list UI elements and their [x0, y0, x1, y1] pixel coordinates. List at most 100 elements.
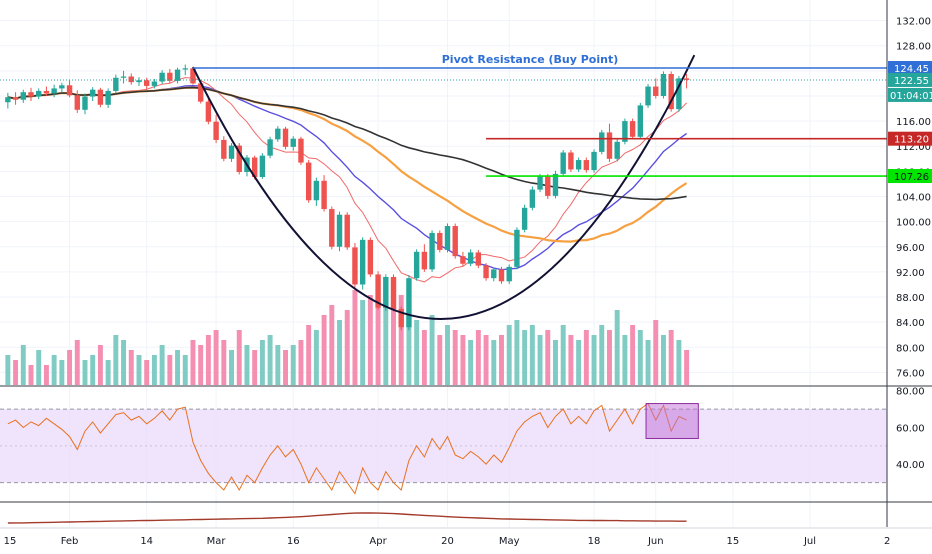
volume-bar: [637, 330, 643, 385]
candle-body: [267, 139, 273, 156]
volume-bar: [591, 335, 597, 385]
volume-bar: [151, 355, 157, 385]
candle-body: [128, 76, 134, 83]
countdown-tag: 01:04:01: [890, 91, 932, 102]
candle-body: [491, 269, 497, 279]
volume-bar: [537, 335, 543, 385]
volume-bar: [97, 345, 103, 385]
candle-body: [113, 77, 119, 91]
candle-body: [282, 128, 289, 147]
candle-body: [452, 226, 458, 257]
candle-body: [197, 83, 204, 102]
candle-body: [228, 145, 235, 159]
time-tick-label: 20: [441, 536, 454, 547]
candle-body: [545, 176, 551, 196]
candle-body: [336, 214, 343, 247]
rsi-band: [0, 409, 887, 483]
candle-body: [537, 176, 543, 190]
candle-body: [467, 252, 474, 264]
volume-bar: [236, 330, 242, 385]
volume-bar: [483, 335, 489, 385]
candle-body: [390, 276, 397, 309]
green-level-tag: 107.26: [894, 172, 929, 183]
volume-bar: [406, 310, 412, 385]
candle-body: [236, 145, 242, 172]
price-tick-label: 76.00: [896, 368, 925, 379]
candle-body: [668, 73, 674, 110]
volume-bar: [283, 350, 288, 385]
time-tick-label: 15: [727, 536, 740, 547]
volume-bar: [229, 350, 235, 385]
candle-body: [97, 89, 104, 105]
volume-bar: [190, 340, 196, 385]
candle-body: [205, 101, 212, 122]
volume-bar: [244, 345, 250, 385]
rsi-line: [7, 402, 687, 495]
candle-body: [159, 72, 165, 82]
candle-body: [329, 209, 335, 247]
candle-body: [344, 214, 350, 248]
volume-bar: [252, 350, 258, 385]
time-tick-label: Mar: [207, 536, 227, 547]
volume-bar: [313, 330, 319, 385]
price-tick-label: 100.00: [896, 218, 931, 229]
rsi-highlight-box: [645, 403, 699, 439]
volume-bar: [167, 355, 173, 385]
volume-bar: [221, 340, 227, 385]
candle-body: [321, 180, 327, 210]
volume-bar: [583, 330, 589, 385]
price-tick-label: 80.00: [896, 343, 925, 354]
candle-body: [506, 266, 512, 282]
price-tick-label: 128.00: [896, 42, 931, 53]
moving-average-line: [7, 86, 687, 201]
candle-body: [560, 152, 566, 174]
volume-bar: [337, 320, 342, 385]
candle-body: [251, 157, 258, 178]
candle-body: [305, 162, 312, 201]
time-tick-label: 2: [884, 536, 890, 547]
candle-body: [28, 92, 34, 97]
volume-bar: [352, 290, 358, 385]
candle-body: [591, 151, 597, 171]
rsi-pane: [0, 402, 887, 495]
candle-body: [383, 276, 389, 308]
candle-body: [413, 251, 420, 279]
volume-bar: [522, 330, 528, 385]
candle-body: [59, 85, 65, 89]
volume-bar: [645, 340, 651, 385]
volume-bar: [90, 355, 96, 385]
candle-body: [375, 274, 381, 308]
volume-bar: [267, 335, 273, 385]
volume-bar: [437, 335, 443, 385]
volume-bar: [198, 345, 204, 385]
volume-bar: [676, 340, 682, 385]
volume-bar: [360, 300, 366, 385]
candle-body: [676, 78, 682, 110]
volume-bar: [128, 350, 134, 385]
candle-body: [575, 160, 582, 170]
volume-bar: [445, 325, 450, 385]
price-tick-label: 84.00: [896, 318, 925, 329]
volume-bar: [429, 315, 435, 385]
candle-body: [637, 105, 644, 137]
volume-bar: [113, 335, 119, 385]
volume-bar: [545, 330, 551, 385]
candle-body: [483, 265, 489, 279]
volume-bar: [460, 335, 466, 385]
candle-body: [521, 207, 528, 230]
volume-bar: [329, 305, 335, 385]
candle-body: [599, 132, 605, 152]
candle-body: [359, 239, 366, 285]
candle-body: [622, 121, 628, 142]
candle-body: [460, 256, 466, 264]
candle-body: [429, 232, 435, 270]
volume-bar: [51, 355, 57, 385]
volume-bar: [59, 360, 65, 385]
volume-bar: [298, 340, 304, 385]
volume-bar: [607, 330, 612, 385]
volume-layer: [5, 285, 690, 385]
red-level-tag: 113.20: [894, 135, 929, 146]
